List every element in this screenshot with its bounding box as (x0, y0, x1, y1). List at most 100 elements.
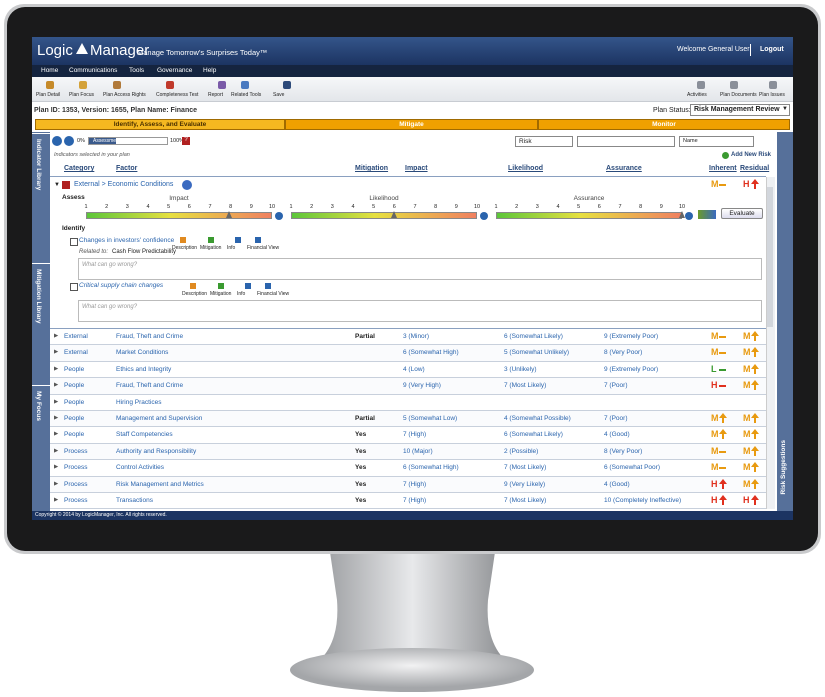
action-label[interactable]: Mitigation (200, 245, 222, 251)
row-likelihood[interactable]: 5 (Somewhat Unlikely) (504, 349, 570, 357)
evaluate-button[interactable]: Evaluate (721, 208, 763, 219)
row-toggle[interactable]: ▶ (54, 333, 59, 339)
row-assurance[interactable]: 7 (Poor) (604, 415, 628, 422)
row-category[interactable]: External (64, 349, 88, 357)
slider-help[interactable] (480, 212, 488, 220)
row-assurance[interactable]: 10 (Completely Ineffective) (604, 497, 682, 504)
expand-toggle[interactable]: ▼ (54, 182, 60, 188)
toolbar-button[interactable]: Plan Issues (759, 92, 785, 98)
search-box[interactable] (577, 136, 675, 147)
row-toggle[interactable]: ▶ (54, 382, 59, 389)
slider-bar[interactable] (86, 212, 272, 219)
column-header[interactable]: Category (64, 165, 95, 172)
row-impact[interactable]: 5 (Somewhat Low) (403, 415, 458, 422)
column-header[interactable]: Factor (116, 165, 138, 172)
slider-help[interactable] (685, 212, 693, 220)
row-toggle[interactable]: ▶ (54, 447, 59, 454)
action-label[interactable]: Description (172, 245, 198, 251)
scroll-thumb[interactable] (767, 187, 773, 327)
sort-select[interactable]: Name (679, 136, 754, 147)
side-tab[interactable]: Mitigation Library (35, 269, 42, 324)
nav-forward[interactable] (64, 136, 74, 146)
slider-bar[interactable] (496, 212, 682, 219)
toolbar-button[interactable]: Plan Documents (720, 92, 757, 98)
type-select[interactable]: Risk (515, 136, 573, 147)
step-tab[interactable]: Identify, Assess, and Evaluate (35, 119, 285, 130)
slider-bar[interactable] (291, 212, 477, 219)
row-factor[interactable]: Ethics and Integrity (116, 365, 172, 373)
column-header[interactable]: Inherent (709, 165, 737, 172)
nav-back[interactable] (52, 136, 62, 146)
row-toggle[interactable]: ▶ (54, 415, 59, 421)
row-category[interactable]: People (64, 365, 85, 373)
row-factor[interactable]: Fraud, Theft and Crime (116, 333, 184, 340)
side-tab[interactable]: Indicator Library (35, 139, 42, 191)
plan-status-select[interactable]: Risk Management Review ▼ (690, 104, 790, 116)
row-toggle[interactable]: ▶ (54, 365, 59, 372)
row-impact[interactable]: 10 (Major) (403, 447, 433, 455)
row-impact[interactable]: 4 (Low) (403, 365, 425, 373)
item-title[interactable]: Changes in investors' confidence (79, 237, 175, 244)
column-header[interactable]: Mitigation (355, 165, 389, 172)
toolbar-button[interactable]: Related Tools (231, 92, 262, 98)
row-toggle[interactable]: ▶ (54, 431, 59, 438)
row-category[interactable]: External (64, 333, 88, 340)
column-header[interactable]: Assurance (606, 165, 642, 172)
menu-item[interactable]: Home (41, 67, 59, 74)
action-icon[interactable] (190, 283, 196, 289)
toolbar-button[interactable]: Plan Access Rights (103, 92, 146, 98)
expanded-title[interactable]: External > Economic Conditions (74, 181, 174, 188)
item-title[interactable]: Critical supply chain changes (79, 282, 164, 289)
toolbar-button[interactable]: Save (273, 92, 285, 98)
action-label[interactable]: Info (227, 245, 236, 251)
row-likelihood[interactable]: 9 (Very Likely) (504, 480, 546, 488)
menu-item[interactable]: Help (203, 67, 217, 74)
row-factor[interactable]: Staff Competencies (116, 431, 173, 439)
row-factor[interactable]: Control Activities (116, 464, 165, 472)
slider-help[interactable] (275, 212, 283, 220)
info-icon[interactable] (182, 180, 192, 190)
row-factor[interactable]: Transactions (116, 497, 153, 504)
action-icon[interactable] (235, 237, 241, 243)
action-icon[interactable] (218, 283, 224, 289)
text-input[interactable]: What can go wrong? (78, 258, 762, 280)
row-toggle[interactable]: ▶ (54, 398, 59, 405)
row-factor[interactable]: Market Conditions (116, 349, 169, 357)
toolbar-button[interactable]: Plan Detail (36, 92, 61, 98)
row-assurance[interactable]: 4 (Good) (604, 480, 630, 488)
row-likelihood[interactable]: 7 (Most Likely) (504, 382, 547, 390)
row-assurance[interactable]: 8 (Very Poor) (604, 349, 643, 357)
row-impact[interactable]: 6 (Somewhat High) (403, 464, 459, 472)
row-category[interactable]: Process (64, 464, 88, 472)
action-label[interactable]: Financial View (247, 245, 280, 251)
side-tab[interactable]: Risk Suggestions (780, 440, 787, 495)
scrollbar[interactable] (766, 177, 775, 509)
row-factor[interactable]: Authority and Responsibility (116, 447, 197, 455)
row-likelihood[interactable]: 6 (Somewhat Likely) (504, 431, 563, 439)
text-input[interactable]: What can go wrong? (78, 300, 762, 322)
row-likelihood[interactable]: 2 (Possible) (504, 447, 539, 455)
row-likelihood[interactable]: 7 (Most Likely) (504, 464, 547, 472)
action-label[interactable]: Description (182, 291, 208, 297)
row-likelihood[interactable]: 3 (Unlikely) (504, 365, 537, 373)
row-assurance[interactable]: 4 (Good) (604, 431, 630, 439)
action-icon[interactable] (208, 237, 214, 243)
add-icon[interactable] (722, 152, 729, 159)
menu-item[interactable]: Governance (157, 67, 193, 74)
toolbar-button[interactable]: Plan Focus (69, 92, 95, 98)
checkbox[interactable] (70, 283, 78, 291)
row-category[interactable]: People (64, 398, 85, 406)
row-impact[interactable]: 6 (Somewhat High) (403, 349, 459, 357)
row-likelihood[interactable]: 4 (Somewhat Possible) (504, 415, 571, 422)
row-toggle[interactable]: ▶ (54, 349, 59, 356)
row-category[interactable]: People (64, 382, 85, 390)
column-header[interactable]: Residual (740, 165, 770, 172)
row-likelihood[interactable]: 7 (Most Likely) (504, 497, 547, 504)
menu-item[interactable]: Communications (69, 67, 118, 74)
row-assurance[interactable]: 6 (Somewhat Poor) (604, 464, 660, 472)
row-factor[interactable]: Management and Supervision (116, 415, 203, 422)
toolbar-button[interactable]: Report (208, 92, 224, 98)
row-assurance[interactable]: 9 (Extremely Poor) (604, 333, 659, 340)
action-icon[interactable] (180, 237, 186, 243)
add-new-risk[interactable]: Add New Risk (731, 152, 772, 158)
